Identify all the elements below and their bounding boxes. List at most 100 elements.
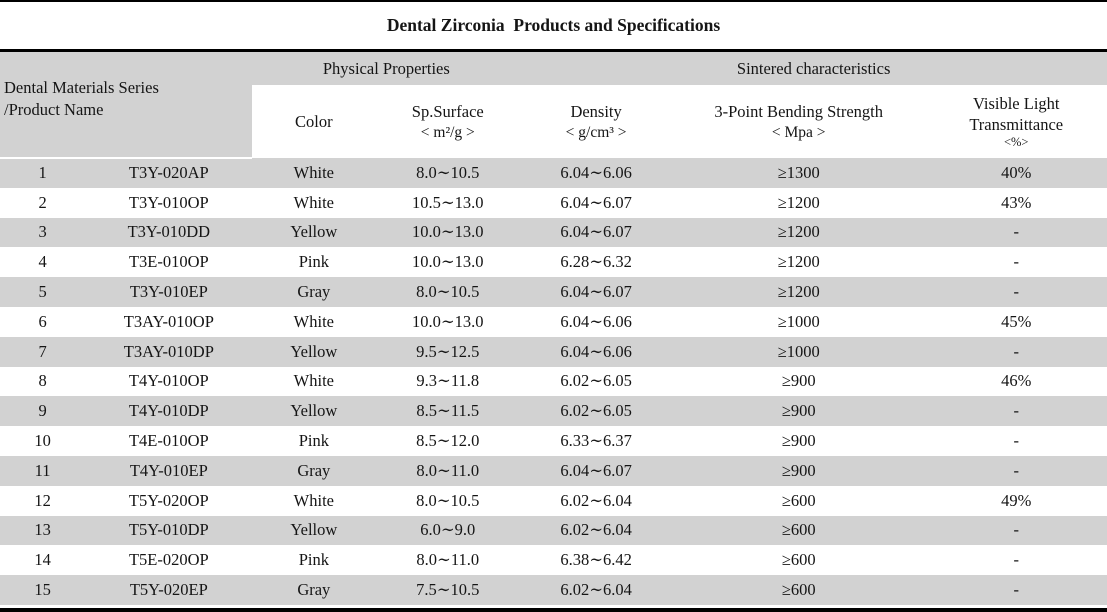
cell-density: 6.04∼6.06 — [560, 341, 632, 361]
corner-header-cell: Dental Materials Series /Product Name — [0, 52, 253, 159]
cell-transmittance: 43% — [1001, 192, 1032, 212]
cell-color: White — [293, 192, 334, 212]
cell-sp-surface: 8.5∼11.5 — [416, 401, 480, 421]
cell-index: 7 — [38, 341, 47, 361]
table-header: Dental Materials Series /Product Name Ph… — [0, 52, 1107, 159]
cell-density: 6.04∼6.06 — [560, 311, 632, 331]
cell-color: Yellow — [290, 341, 338, 361]
cell-bending-strength: ≥1200 — [777, 192, 820, 212]
cell-color: Pink — [298, 431, 329, 451]
table-row: 1 T3Y-020AP White 8.0∼10.5 6.04∼6.06 ≥1300 40% — [0, 158, 1107, 188]
group-header-sintered-characteristics: Sintered characteristics — [520, 52, 1107, 85]
cell-sp-surface: 10.0∼13.0 — [411, 252, 484, 272]
cell-color: White — [293, 162, 334, 182]
group-header-physical-properties: Physical Properties — [252, 52, 521, 85]
cell-product-name: T3AY-010OP — [123, 311, 214, 331]
cell-color: White — [293, 311, 334, 331]
cell-index: 10 — [34, 431, 51, 451]
table-row: 11 T4Y-010EP Gray 8.0∼11.0 6.04∼6.07 ≥900 - — [0, 455, 1107, 486]
cell-color: Gray — [297, 460, 331, 480]
table-row: 3 T3Y-010DD Yellow 10.0∼13.0 6.04∼6.07 ≥1200 - — [0, 217, 1107, 248]
column-header-bending-strength: 3-Point Bending Strength < Mpa > — [671, 85, 926, 158]
cell-transmittance: 49% — [1001, 490, 1032, 510]
cell-bending-strength: ≥1200 — [777, 222, 820, 242]
cell-color: Pink — [298, 252, 329, 272]
cell-bending-strength: ≥900 — [781, 371, 816, 391]
column-header-transmittance-label2: Transmittance — [969, 115, 1064, 134]
cell-index: 14 — [34, 550, 51, 570]
cell-density: 6.02∼6.04 — [560, 520, 632, 540]
cell-color: Yellow — [290, 222, 338, 242]
cell-color: Yellow — [290, 401, 338, 421]
cell-transmittance: - — [1013, 401, 1019, 421]
corner-header-line2: /Product Name — [4, 99, 104, 119]
cell-product-name: T4Y-010EP — [129, 460, 208, 480]
table-row: 6 T3AY-010OP White 10.0∼13.0 6.04∼6.06 ≥1000 4… — [0, 306, 1107, 337]
cell-density: 6.38∼6.42 — [560, 550, 632, 570]
cell-bending-strength: ≥900 — [781, 401, 816, 421]
cell-index: 6 — [38, 311, 47, 331]
cell-color: Gray — [297, 282, 331, 302]
cell-bending-strength: ≥1000 — [777, 311, 820, 331]
table-row: 14 T5E-020OP Pink 8.0∼11.0 6.38∼6.42 ≥600 - — [0, 545, 1107, 576]
cell-transmittance: 40% — [1001, 162, 1032, 182]
cell-bending-strength: ≥600 — [781, 490, 816, 510]
cell-color: Pink — [298, 550, 329, 570]
cell-density: 6.28∼6.32 — [560, 252, 632, 272]
cell-product-name: T4E-010OP — [128, 431, 209, 451]
cell-index: 15 — [34, 580, 51, 600]
table-row: 8 T4Y-010OP White 9.3∼11.8 6.02∼6.05 ≥900 46% — [0, 366, 1107, 397]
cell-index: 9 — [38, 401, 47, 421]
cell-product-name: T3Y-020AP — [128, 163, 209, 183]
cell-sp-surface: 9.3∼11.8 — [416, 371, 480, 391]
cell-bending-strength: ≥600 — [781, 550, 816, 570]
column-header-density: Density < g/cm³ > — [520, 85, 672, 158]
cell-transmittance: - — [1013, 222, 1019, 242]
table-row: 15 T5Y-020EP Gray 7.5∼10.5 6.02∼6.04 ≥600 - — [0, 575, 1107, 605]
table-row: 5 T3Y-010EP Gray 8.0∼10.5 6.04∼6.07 ≥1200 - — [0, 277, 1107, 307]
cell-density: 6.02∼6.04 — [560, 490, 632, 510]
column-header-density-unit: < g/cm³ > — [565, 123, 627, 141]
cell-color: White — [293, 371, 334, 391]
cell-sp-surface: 7.5∼10.5 — [416, 580, 480, 600]
table-row: 13 T5Y-010DP Yellow 6.0∼9.0 6.02∼6.04 ≥600 - — [0, 515, 1107, 546]
cell-product-name: T5Y-020EP — [129, 580, 208, 600]
cell-density: 6.02∼6.05 — [560, 371, 632, 391]
cell-density: 6.04∼6.07 — [560, 222, 632, 242]
cell-bending-strength: ≥1200 — [777, 282, 820, 302]
cell-sp-surface: 6.0∼9.0 — [420, 520, 476, 540]
table-row: 4 T3E-010OP Pink 10.0∼13.0 6.28∼6.32 ≥1200 - — [0, 247, 1107, 278]
cell-sp-surface: 8.5∼12.0 — [416, 431, 480, 451]
column-header-density-label: Density — [570, 101, 622, 121]
cell-index: 11 — [34, 460, 51, 480]
cell-sp-surface: 10.0∼13.0 — [411, 311, 484, 331]
cell-product-name: T3E-010OP — [128, 252, 209, 272]
cell-bending-strength: ≥900 — [781, 460, 816, 480]
cell-product-name: T5Y-020OP — [128, 490, 209, 510]
cell-index: 4 — [38, 252, 47, 272]
cell-transmittance: - — [1013, 550, 1019, 570]
column-header-sp-surface-unit: < m²/g > — [420, 123, 475, 141]
cell-transmittance: - — [1013, 252, 1019, 272]
cell-sp-surface: 8.0∼11.0 — [416, 550, 480, 570]
cell-sp-surface: 8.0∼10.5 — [416, 282, 480, 302]
column-header-transmittance-unit: <%> — [1003, 135, 1029, 149]
spec-table: Dental Materials Series /Product Name Ph… — [0, 52, 1107, 605]
cell-bending-strength: ≥1300 — [777, 162, 820, 182]
cell-index: 5 — [38, 282, 47, 302]
cell-index: 2 — [38, 192, 47, 212]
cell-index: 13 — [34, 520, 51, 540]
column-header-bending-strength-label: 3-Point Bending Strength — [714, 101, 884, 121]
cell-density: 6.04∼6.07 — [560, 282, 632, 302]
cell-product-name: T3Y-010OP — [128, 192, 209, 212]
cell-transmittance: - — [1013, 460, 1019, 480]
cell-product-name: T4Y-010DP — [128, 401, 209, 421]
cell-transmittance: - — [1013, 520, 1019, 540]
cell-density: 6.04∼6.07 — [560, 460, 632, 480]
column-header-color: Color — [252, 85, 376, 158]
sub-header-row: Color Sp.Surface < m²/g > Density < g/cm… — [0, 85, 1107, 158]
group-header-row: Dental Materials Series /Product Name Ph… — [0, 52, 1107, 159]
cell-sp-surface: 10.0∼13.0 — [411, 222, 484, 242]
column-header-bending-strength-unit: < Mpa > — [771, 123, 826, 141]
